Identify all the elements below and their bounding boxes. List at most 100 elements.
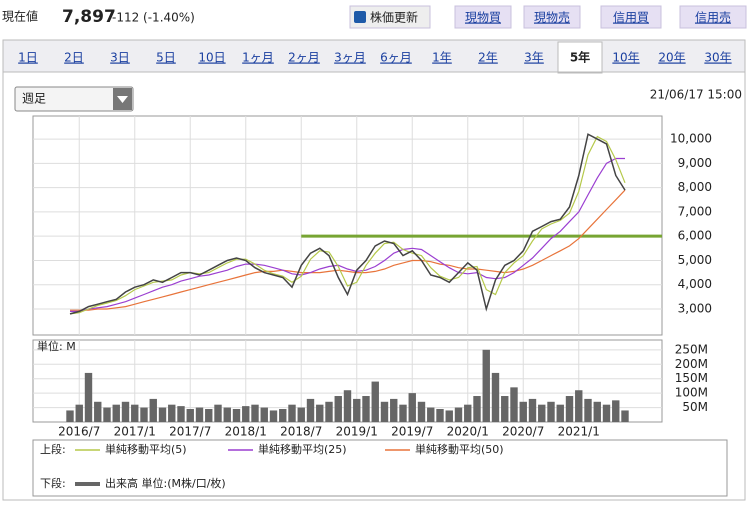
dropdown[interactable] (14, 86, 134, 112)
volume-bar (390, 398, 398, 422)
tab-selected (557, 41, 603, 74)
x-tick-label: 2017/7 (169, 425, 211, 439)
volume-tick-label: 100M (675, 386, 708, 400)
panel (2, 71, 746, 501)
button[interactable] (349, 5, 431, 29)
moving-average (70, 189, 626, 311)
button-label[interactable]: 信用売 (695, 10, 731, 25)
volume-bar (149, 398, 157, 422)
x-tick-label: 2017/1 (114, 425, 156, 439)
y-tick-label: 5,000 (678, 253, 712, 267)
legend-box (32, 439, 728, 497)
volume-bar (288, 404, 296, 422)
tab[interactable]: 2日 (64, 51, 84, 65)
volume-bar (538, 404, 546, 422)
volume-bar (269, 410, 278, 422)
volume-bar (214, 404, 222, 422)
legend-label: 出来高 単位:(M株/口/枚) (105, 476, 226, 490)
volume-bar (602, 404, 611, 422)
volume-bar (343, 390, 352, 422)
volume-bar (121, 401, 130, 422)
volume-bar (140, 407, 148, 422)
volume-bar (66, 410, 74, 422)
volume-bar (75, 404, 83, 422)
volume-bar (223, 407, 231, 422)
volume-tick-label: 150M (675, 371, 708, 385)
tab[interactable]: 2ヶ月 (288, 51, 320, 65)
volume-tick-label: 50M (682, 400, 708, 414)
volume-bar (473, 396, 481, 422)
tab-bar (2, 39, 746, 73)
volume-bar (353, 398, 361, 422)
tab[interactable]: 30年 (704, 51, 731, 65)
price-plot (32, 115, 663, 336)
volume-bar (232, 409, 241, 422)
volume-bar (112, 404, 120, 422)
x-tick-label: 2018/7 (280, 425, 322, 439)
button[interactable] (600, 5, 662, 29)
button[interactable] (523, 5, 581, 29)
volume-bar (565, 396, 574, 422)
volume-bar (454, 407, 463, 422)
volume-bar (325, 401, 333, 422)
volume-bar (316, 404, 324, 422)
legend-upper: 上段: (40, 442, 66, 456)
volume-bar (547, 401, 555, 422)
volume-bar (519, 401, 527, 422)
tab[interactable]: 20年 (658, 51, 685, 65)
tab[interactable]: 5日 (156, 51, 176, 65)
tab[interactable]: 1ヶ月 (242, 51, 274, 65)
tab[interactable]: 6ヶ月 (380, 51, 412, 65)
volume-bar (491, 372, 500, 422)
x-tick-label: 2020/1 (447, 425, 489, 439)
timestamp: 21/06/17 15:00 (650, 88, 742, 102)
price-line (69, 133, 626, 315)
tab[interactable]: 1日 (18, 51, 38, 65)
tab[interactable]: 10日 (198, 51, 225, 65)
tab[interactable]: 2年 (478, 51, 498, 65)
y-tick-label: 10,000 (670, 132, 712, 146)
button-label[interactable]: 信用買 (613, 11, 649, 25)
volume-bar (501, 396, 509, 422)
button-label[interactable]: 株価更新 (370, 10, 418, 25)
tab[interactable]: 3ヶ月 (334, 51, 366, 65)
volume-bar (131, 404, 139, 422)
volume-bar (103, 407, 111, 422)
volume-bar (427, 407, 435, 422)
button-label[interactable]: 現物買 (465, 11, 501, 25)
price-label: 現在値 (2, 9, 38, 24)
x-tick-label: 2019/7 (391, 425, 433, 439)
volume-tick-label: 250M (675, 342, 708, 356)
dropdown-label[interactable]: 週足 (22, 92, 46, 106)
volume-bar (371, 381, 379, 422)
volume-bar (445, 410, 453, 422)
volume-bar (510, 387, 518, 422)
button[interactable] (679, 5, 747, 29)
volume-bar (260, 407, 268, 422)
x-tick-label: 2016/7 (58, 425, 100, 439)
y-tick-label: 9,000 (678, 156, 712, 170)
tab[interactable]: 10年 (612, 51, 639, 65)
button-label[interactable]: 現物売 (534, 10, 570, 25)
refresh-icon (354, 11, 366, 23)
tab[interactable]: 5年 (570, 50, 590, 65)
volume-bar (297, 407, 305, 422)
volume-bar (399, 404, 407, 422)
legend-label: 単純移動平均(5) (105, 442, 187, 456)
x-tick-label: 2020/7 (502, 425, 544, 439)
tab[interactable]: 1年 (432, 51, 452, 65)
tab[interactable]: 3日 (110, 51, 130, 65)
volume-bar (158, 407, 167, 422)
volume-bar (482, 349, 490, 422)
legend-label: 単純移動平均(50) (415, 442, 504, 456)
x-tick-label: 2018/1 (225, 425, 267, 439)
button[interactable] (454, 5, 512, 29)
tab[interactable]: 3年 (524, 51, 544, 65)
volume-bar (575, 390, 583, 422)
volume-tick-label: 200M (675, 357, 708, 371)
volume-bar (334, 396, 342, 422)
volume-bar (242, 406, 250, 422)
volume-bar (593, 401, 601, 422)
x-tick-label: 2021/1 (558, 425, 600, 439)
